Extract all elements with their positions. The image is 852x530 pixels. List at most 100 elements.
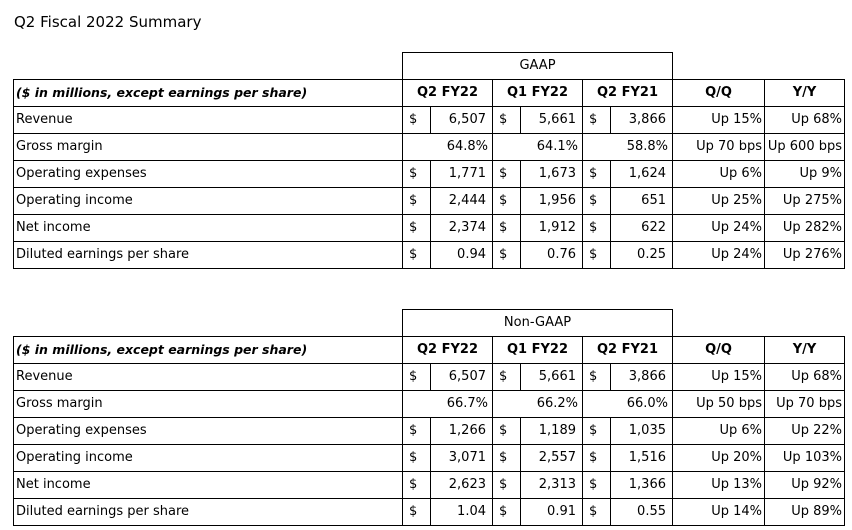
value-cell: 1,516 bbox=[610, 444, 673, 472]
value-cell: 64.1% bbox=[492, 133, 583, 161]
row-label: Net income bbox=[13, 471, 403, 499]
yy-change: Up 282% bbox=[764, 214, 845, 242]
table-row: Net income $2,623 $2,313 $1,366 Up 13% Up 92% bbox=[13, 471, 845, 499]
value-cell: 1,366 bbox=[610, 471, 673, 499]
currency-symbol: $ bbox=[402, 214, 431, 242]
qq-change: Up 20% bbox=[672, 444, 765, 472]
yy-change: Up 70 bps bbox=[764, 390, 845, 418]
row-label: Operating expenses bbox=[13, 417, 403, 445]
row-label: Operating income bbox=[13, 444, 403, 472]
currency-symbol: $ bbox=[582, 160, 611, 188]
currency-symbol: $ bbox=[492, 417, 521, 445]
value-cell: 1,673 bbox=[520, 160, 583, 188]
caption-row: Non-GAAP bbox=[14, 309, 845, 337]
value-cell: 3,866 bbox=[610, 363, 673, 391]
yy-change: Up 22% bbox=[764, 417, 845, 445]
row-label: Operating income bbox=[13, 187, 403, 215]
row-label: Revenue bbox=[13, 363, 403, 391]
currency-symbol: $ bbox=[582, 444, 611, 472]
currency-symbol: $ bbox=[582, 187, 611, 215]
currency-symbol: $ bbox=[582, 363, 611, 391]
value-cell: 2,623 bbox=[430, 471, 493, 499]
value-cell: 1,624 bbox=[610, 160, 673, 188]
col-q2fy21-header: Q2 FY21 bbox=[582, 79, 673, 107]
header-row: ($ in millions, except earnings per shar… bbox=[13, 336, 845, 364]
row-label: Gross margin bbox=[13, 133, 403, 161]
value-cell: 1.04 bbox=[430, 498, 493, 526]
page-title: Q2 Fiscal 2022 Summary bbox=[14, 13, 202, 31]
qq-change: Up 70 bps bbox=[672, 133, 765, 161]
value-cell: 1,266 bbox=[430, 417, 493, 445]
table-caption: GAAP bbox=[402, 52, 673, 80]
value-cell: 6,507 bbox=[430, 106, 493, 134]
header-row: ($ in millions, except earnings per shar… bbox=[13, 79, 845, 107]
yy-change: Up 276% bbox=[764, 241, 845, 269]
table-row: Diluted earnings per share $1.04 $0.91 $0.5… bbox=[13, 498, 845, 526]
currency-symbol: $ bbox=[492, 187, 521, 215]
currency-symbol: $ bbox=[492, 106, 521, 134]
currency-symbol: $ bbox=[402, 444, 431, 472]
currency-symbol: $ bbox=[402, 471, 431, 499]
value-cell: 622 bbox=[610, 214, 673, 242]
col-qq-header: Q/Q bbox=[672, 336, 765, 364]
col-yy-header: Y/Y bbox=[764, 79, 845, 107]
currency-symbol: $ bbox=[492, 363, 521, 391]
row-label: Operating expenses bbox=[13, 160, 403, 188]
currency-symbol: $ bbox=[582, 214, 611, 242]
row-label: Net income bbox=[13, 214, 403, 242]
col-q1fy22-header: Q1 FY22 bbox=[492, 336, 583, 364]
currency-symbol: $ bbox=[402, 363, 431, 391]
value-cell: 1,956 bbox=[520, 187, 583, 215]
qq-change: Up 6% bbox=[672, 160, 765, 188]
yy-change: Up 103% bbox=[764, 444, 845, 472]
table-row: Operating income $2,444 $1,956 $651 Up 25% Up… bbox=[13, 187, 845, 215]
currency-symbol: $ bbox=[402, 417, 431, 445]
yy-change: Up 89% bbox=[764, 498, 845, 526]
qq-change: Up 15% bbox=[672, 106, 765, 134]
value-cell: 0.94 bbox=[430, 241, 493, 269]
qq-change: Up 50 bps bbox=[672, 390, 765, 418]
value-cell: 66.0% bbox=[582, 390, 673, 418]
qq-change: Up 13% bbox=[672, 471, 765, 499]
row-label: Gross margin bbox=[13, 390, 403, 418]
value-cell: 2,444 bbox=[430, 187, 493, 215]
table-row: Operating income $3,071 $2,557 $1,516 Up 20%… bbox=[13, 444, 845, 472]
value-cell: 3,866 bbox=[610, 106, 673, 134]
row-label: Diluted earnings per share bbox=[13, 498, 403, 526]
currency-symbol: $ bbox=[402, 498, 431, 526]
value-cell: 1,912 bbox=[520, 214, 583, 242]
table-row: Diluted earnings per share $0.94 $0.76 $0.2… bbox=[13, 241, 845, 269]
value-cell: 651 bbox=[610, 187, 673, 215]
currency-symbol: $ bbox=[492, 498, 521, 526]
value-cell: 5,661 bbox=[520, 106, 583, 134]
qq-change: Up 6% bbox=[672, 417, 765, 445]
yy-change: Up 600 bps bbox=[764, 133, 845, 161]
gaap-table: GAAP ($ in millions, except earnings per … bbox=[13, 52, 845, 269]
currency-symbol: $ bbox=[402, 160, 431, 188]
yy-change: Up 275% bbox=[764, 187, 845, 215]
currency-symbol: $ bbox=[492, 444, 521, 472]
value-cell: 2,313 bbox=[520, 471, 583, 499]
value-cell: 0.25 bbox=[610, 241, 673, 269]
table-row: Operating expenses $1,266 $1,189 $1,035 Up 6… bbox=[13, 417, 845, 445]
col-qq-header: Q/Q bbox=[672, 79, 765, 107]
col-yy-header: Y/Y bbox=[764, 336, 845, 364]
value-cell: 2,557 bbox=[520, 444, 583, 472]
currency-symbol: $ bbox=[582, 471, 611, 499]
value-cell: 2,374 bbox=[430, 214, 493, 242]
currency-symbol: $ bbox=[492, 471, 521, 499]
value-cell: 1,771 bbox=[430, 160, 493, 188]
qq-change: Up 24% bbox=[672, 241, 765, 269]
unit-note: ($ in millions, except earnings per shar… bbox=[13, 79, 403, 107]
yy-change: Up 68% bbox=[764, 106, 845, 134]
unit-note: ($ in millions, except earnings per shar… bbox=[13, 336, 403, 364]
value-cell: 5,661 bbox=[520, 363, 583, 391]
col-q2fy22-header: Q2 FY22 bbox=[402, 79, 493, 107]
value-cell: 1,035 bbox=[610, 417, 673, 445]
qq-change: Up 25% bbox=[672, 187, 765, 215]
currency-symbol: $ bbox=[492, 214, 521, 242]
table-row: Gross margin 66.7% 66.2% 66.0% Up 50 bps Up 7… bbox=[13, 390, 845, 418]
qq-change: Up 24% bbox=[672, 214, 765, 242]
col-q1fy22-header: Q1 FY22 bbox=[492, 79, 583, 107]
value-cell: 66.2% bbox=[492, 390, 583, 418]
